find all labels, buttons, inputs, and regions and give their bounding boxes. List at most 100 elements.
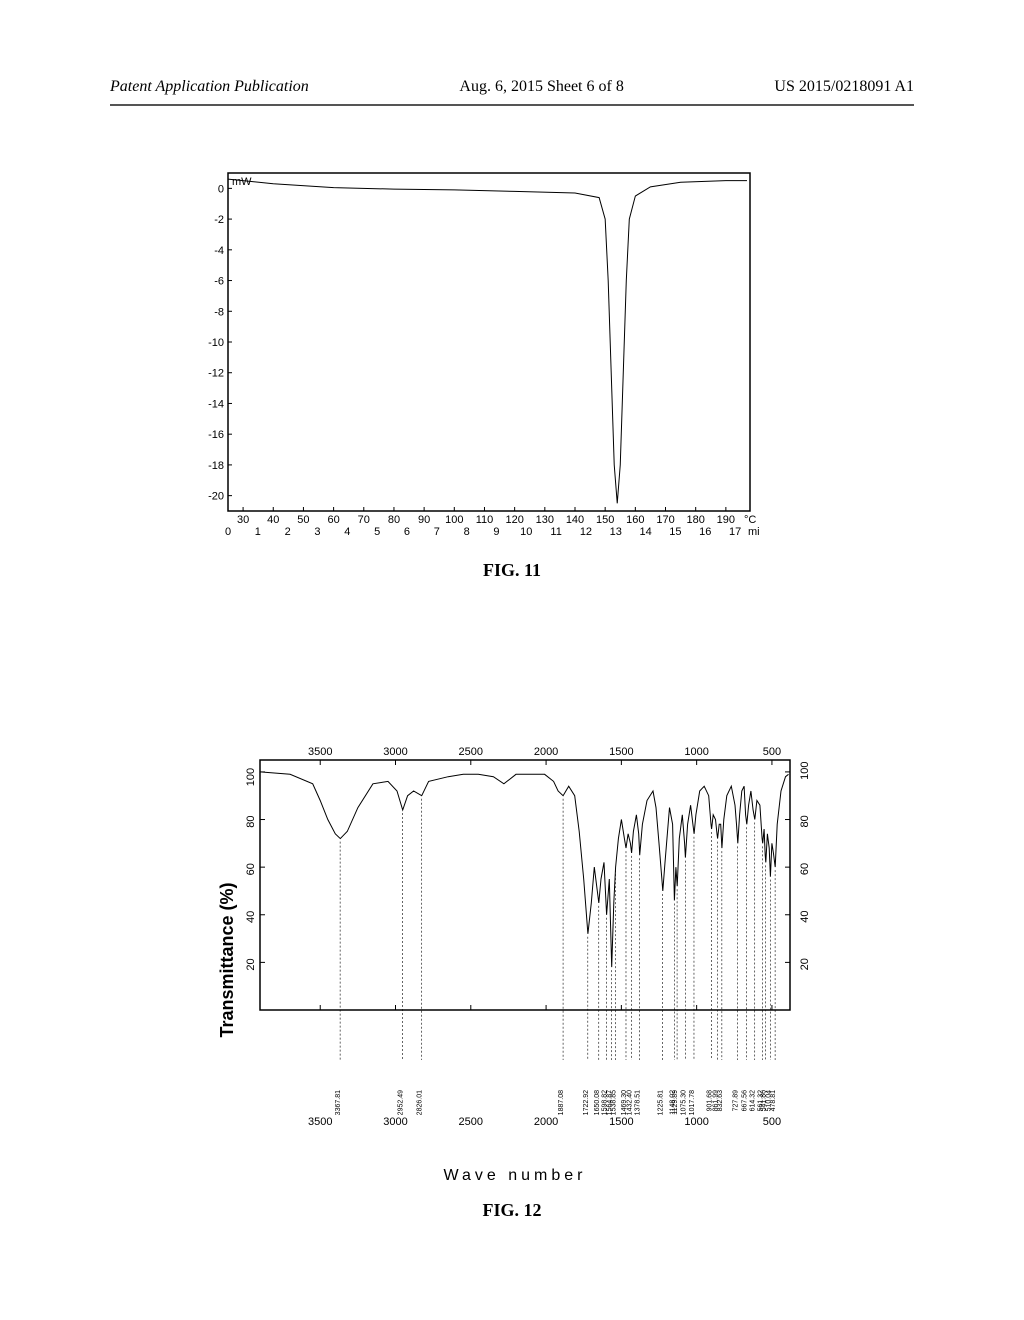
svg-text:3367.81: 3367.81	[335, 1090, 342, 1115]
svg-text:1378.51: 1378.51	[635, 1090, 642, 1115]
svg-text:70: 70	[358, 514, 370, 526]
svg-text:1017.78: 1017.78	[689, 1090, 696, 1115]
svg-text:2: 2	[285, 526, 291, 538]
svg-text:2500: 2500	[459, 746, 483, 758]
svg-text:3000: 3000	[383, 1116, 407, 1128]
svg-text:170: 170	[656, 514, 674, 526]
figure-12-caption: FIG. 12	[0, 1200, 1024, 1221]
svg-text:80: 80	[799, 815, 811, 827]
svg-text:1538.85: 1538.85	[611, 1090, 618, 1115]
svg-text:1887.08: 1887.08	[558, 1090, 565, 1115]
svg-text:160: 160	[626, 514, 644, 526]
svg-text:1432.40: 1432.40	[627, 1090, 634, 1115]
header-center: Aug. 6, 2015 Sheet 6 of 8	[459, 78, 623, 96]
svg-text:mW: mW	[232, 176, 252, 188]
svg-text:1225.81: 1225.81	[658, 1090, 665, 1115]
svg-text:min: min	[748, 526, 760, 538]
svg-text:3: 3	[314, 526, 320, 538]
svg-text:2000: 2000	[534, 746, 558, 758]
svg-text:0: 0	[225, 526, 231, 538]
svg-text:10: 10	[520, 526, 532, 538]
svg-text:1000: 1000	[684, 1116, 708, 1128]
svg-text:7: 7	[434, 526, 440, 538]
svg-text:120: 120	[505, 514, 523, 526]
ir-spectrum-chart: 3500 3500 3000 3000 2500 2500 2000 2000 1500 1500…	[200, 740, 830, 1140]
svg-text:667.56: 667.56	[742, 1090, 749, 1112]
svg-text:1129.89: 1129.89	[672, 1090, 679, 1115]
header-left: Patent Application Publication	[110, 78, 309, 96]
svg-text:1000: 1000	[684, 746, 708, 758]
svg-text:-8: -8	[214, 306, 224, 318]
svg-text:727.89: 727.89	[733, 1090, 740, 1112]
svg-text:-4: -4	[214, 245, 224, 257]
svg-text:9: 9	[493, 526, 499, 538]
svg-text:17: 17	[729, 526, 741, 538]
svg-text:4: 4	[344, 526, 350, 538]
svg-text:500: 500	[763, 746, 781, 758]
svg-text:140: 140	[566, 514, 584, 526]
svg-text:180: 180	[687, 514, 705, 526]
svg-text:°C: °C	[744, 514, 756, 526]
svg-text:3000: 3000	[383, 746, 407, 758]
svg-text:110: 110	[476, 514, 494, 526]
svg-text:13: 13	[610, 526, 622, 538]
svg-text:40: 40	[799, 911, 811, 923]
svg-text:-2: -2	[214, 214, 224, 226]
svg-text:12: 12	[580, 526, 592, 538]
svg-text:-18: -18	[208, 460, 224, 472]
svg-text:100: 100	[245, 768, 257, 786]
svg-text:2500: 2500	[459, 1116, 483, 1128]
svg-text:1500: 1500	[609, 1116, 633, 1128]
dsc-chart: mW0-2-4-6-8-10-12-14-16-18-2030405060708…	[190, 165, 760, 545]
svg-text:60: 60	[245, 863, 257, 875]
svg-text:80: 80	[245, 816, 257, 828]
svg-text:60: 60	[327, 514, 339, 526]
figure-11-caption: FIG. 11	[0, 560, 1024, 581]
svg-text:150: 150	[596, 514, 614, 526]
svg-text:2952.49: 2952.49	[398, 1090, 405, 1115]
svg-text:2826.01: 2826.01	[417, 1090, 424, 1115]
svg-text:16: 16	[699, 526, 711, 538]
svg-text:3500: 3500	[308, 746, 332, 758]
svg-text:20: 20	[799, 958, 811, 970]
svg-text:1075.30: 1075.30	[680, 1090, 687, 1115]
svg-text:-16: -16	[208, 429, 224, 441]
svg-text:-6: -6	[214, 276, 224, 288]
svg-text:100: 100	[445, 514, 463, 526]
svg-text:40: 40	[267, 514, 279, 526]
svg-text:80: 80	[388, 514, 400, 526]
svg-text:1: 1	[255, 526, 261, 538]
header-right: US 2015/0218091 A1	[774, 78, 914, 96]
svg-text:1500: 1500	[609, 746, 633, 758]
svg-text:-10: -10	[208, 337, 224, 349]
figure-12: Transmittance (%) 3500 3500 3000 3000 2500 25…	[200, 740, 830, 1180]
svg-text:100: 100	[799, 762, 811, 780]
svg-text:6: 6	[404, 526, 410, 538]
svg-text:90: 90	[418, 514, 430, 526]
svg-text:5: 5	[374, 526, 380, 538]
page-header: Patent Application Publication Aug. 6, 2…	[0, 78, 1024, 96]
figure-11: mW0-2-4-6-8-10-12-14-16-18-2030405060708…	[190, 165, 760, 545]
svg-text:1722.92: 1722.92	[583, 1090, 590, 1115]
svg-text:-12: -12	[208, 368, 224, 380]
svg-text:614.32: 614.32	[750, 1090, 757, 1112]
svg-text:-14: -14	[208, 398, 224, 410]
svg-text:2000: 2000	[534, 1116, 558, 1128]
svg-text:478.81: 478.81	[770, 1090, 777, 1112]
svg-text:3500: 3500	[308, 1116, 332, 1128]
svg-text:130: 130	[536, 514, 554, 526]
svg-text:14: 14	[639, 526, 651, 538]
svg-text:500: 500	[763, 1116, 781, 1128]
svg-text:60: 60	[799, 863, 811, 875]
fig12-ylabel: Transmittance (%)	[217, 882, 238, 1037]
svg-text:15: 15	[669, 526, 681, 538]
svg-text:8: 8	[464, 526, 470, 538]
svg-text:832.63: 832.63	[717, 1090, 724, 1112]
svg-text:1650.08: 1650.08	[594, 1090, 601, 1115]
fig12-xlabel: Wave number	[444, 1167, 587, 1185]
svg-text:50: 50	[297, 514, 309, 526]
svg-text:0: 0	[218, 183, 224, 195]
svg-text:30: 30	[237, 514, 249, 526]
svg-text:-20: -20	[208, 491, 224, 503]
svg-text:11: 11	[550, 526, 561, 538]
